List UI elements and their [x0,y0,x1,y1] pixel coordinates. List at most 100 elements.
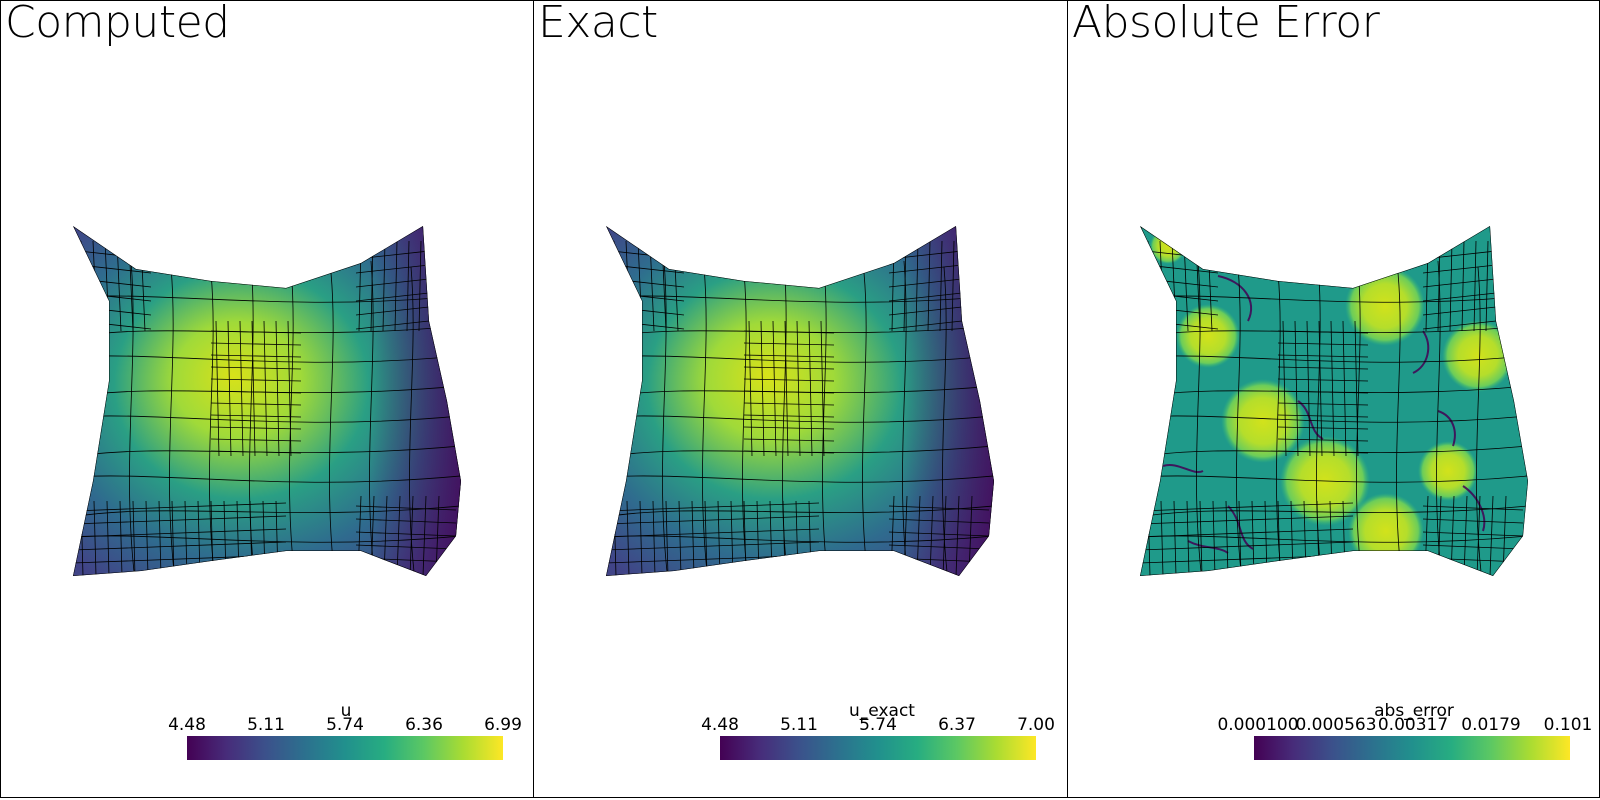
mesh-edge [743,330,835,334]
mesh-edge [888,544,990,550]
mesh-edge [409,495,414,576]
mesh-edge [743,390,835,394]
mesh-edge [369,260,376,576]
mesh-boundary [606,226,994,576]
mesh-edge [702,266,709,576]
mesh-plot-computed[interactable] [1,1,534,798]
mesh-edge [73,541,287,551]
render-panel-absolute-error[interactable]: Absolute Error [1067,0,1600,798]
mesh-edge [210,426,302,430]
mesh-edge [73,414,461,423]
mesh-edge [862,272,869,576]
mesh-edge [1422,320,1497,330]
mesh-edge [1238,500,1242,576]
mesh-edge [606,294,994,303]
mesh-edge [888,320,963,330]
mesh-edge [704,500,708,576]
mesh-gridlines [73,226,461,576]
render-panel-computed[interactable]: Computed u 4.48 5.11 5.74 6.36 6.99 [0,0,534,798]
mesh-edge [743,414,835,418]
mesh-edge [1212,500,1216,576]
colorbar-tick-label: 5.11 [247,715,285,735]
mesh-edge [1173,500,1177,576]
mesh-edge [1476,266,1483,576]
mesh-edge [639,500,643,576]
mesh-edge [743,366,835,370]
mesh-edge [1277,342,1369,346]
mesh-edge [606,502,820,512]
mesh-edge [1422,306,1497,316]
mesh-edge [1199,500,1203,576]
mesh-edge [822,266,829,576]
mesh-edge [1277,354,1369,358]
mesh-edge [1485,240,1489,332]
mesh-edge [73,534,461,543]
mesh-edge [406,240,410,332]
mesh-edge [1140,534,1528,543]
mesh-edge [1422,518,1524,524]
mesh-edge [1342,320,1347,457]
mesh-edge [808,320,813,457]
mesh-edge [119,500,123,576]
mesh-edge [796,320,801,457]
mesh-edge [396,495,401,576]
mesh-edge [1277,426,1369,430]
mesh-edge [606,414,994,423]
mesh-edge [1354,320,1359,457]
mesh-edge [1476,495,1481,576]
mesh-edge [210,366,302,370]
mesh-edge [355,264,430,274]
mesh-edge [422,495,427,576]
mesh-edge [355,518,457,524]
mesh-edge [743,378,835,382]
mesh-edge [888,306,963,316]
render-panel-exact[interactable]: Exact u_exact 4.48 5.11 5.74 6.37 7.00 [533,0,1068,798]
mesh-edge [145,500,149,576]
mesh-edge [942,266,949,576]
mesh-edge [209,272,216,576]
mesh-edge [888,278,963,288]
mesh-edge [210,378,302,382]
panel-title: Absolute Error [1072,0,1380,48]
mesh-edge [1436,260,1443,576]
mesh-edge [158,500,162,576]
mesh-edge [1277,330,1369,334]
mesh-edge [289,266,296,576]
colorbar-tick-label: 5.74 [859,715,897,735]
colorbar-tick-label: 4.48 [701,715,739,735]
mesh-edge [888,292,963,302]
mesh-edge [606,528,820,538]
mesh-edge [1140,474,1528,483]
colorbar-tick-label: 5.11 [780,715,818,735]
mesh-edge [251,320,256,457]
mesh-edge [888,264,963,274]
mesh-edge [927,240,931,332]
mesh-edge [1330,320,1335,457]
mesh-edge [1277,366,1369,370]
mesh-plot-absolute-error[interactable] [1068,1,1600,798]
mesh-edge [418,240,422,332]
mesh-plot-exact[interactable] [534,1,1068,798]
mesh-edge [678,500,682,576]
mesh-edge [73,502,287,512]
mesh-edge [1140,294,1528,303]
mesh-edge [1277,414,1369,418]
mesh-edge [1422,505,1524,511]
mesh-edge [1396,272,1403,576]
colorbar [187,736,503,760]
colorbar-tick-label: 0.00317 [1377,715,1449,735]
mesh-edge [355,292,430,302]
mesh-edge [129,260,136,576]
colorbar-tick-label: 0.0179 [1461,715,1521,735]
mesh-edge [1160,500,1164,576]
mesh-edge [1489,495,1494,576]
mesh-edge [1140,414,1528,423]
colorbar [720,736,1036,760]
error-contours [1162,275,1486,554]
mesh-edge [210,342,302,346]
mesh-edge [888,505,990,511]
mesh-edge [606,534,994,543]
mesh-edge [784,320,789,457]
mesh-edge [1318,320,1323,457]
mesh-edge [210,330,302,334]
